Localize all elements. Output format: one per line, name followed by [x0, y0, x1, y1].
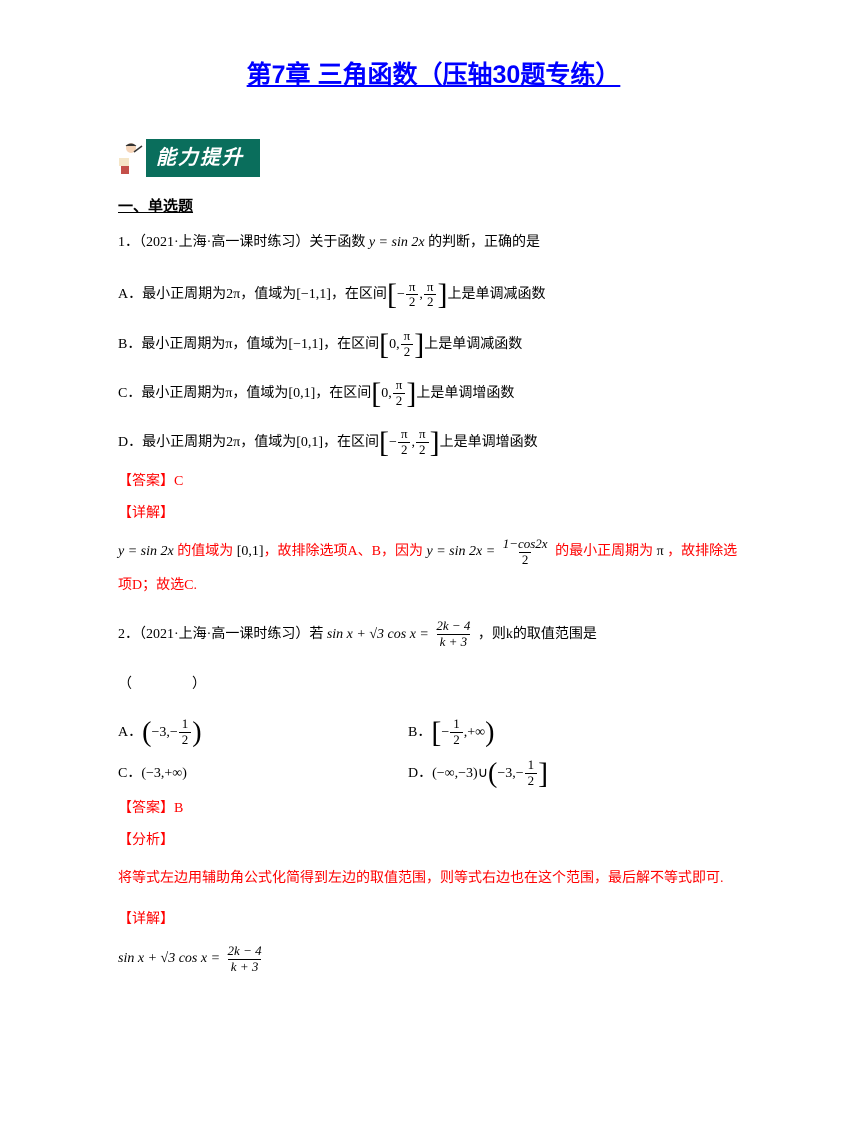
detail-label-1: 【详解】	[118, 504, 749, 524]
option-d: D．最小正周期为 2π ，值域为 [0,1] ，在区间 [ −π2,π2 ] 上…	[118, 423, 749, 462]
answer-1: 【答案】C	[118, 472, 749, 492]
q2-option-a: A． ( −3,−12 )	[118, 717, 408, 748]
analysis-text-2: 将等式左边用辅助角公式化简得到左边的取值范围，则等式右边也在这个范围，最后解不等…	[118, 862, 749, 896]
question-1-stem: 1．（2021·上海·高一课时练习）关于函数 y = sin 2x 的判断，正确…	[118, 225, 749, 261]
person-icon	[118, 138, 146, 178]
formula: y = sin 2x	[369, 235, 428, 250]
section-header: 一、单选题	[118, 196, 749, 217]
question-2-paren: （）	[118, 667, 749, 703]
ability-badge: 能力提升	[118, 138, 260, 178]
q2-option-b: B． [ −12,+∞ )	[408, 717, 494, 748]
analysis-label-2: 【分析】	[118, 831, 749, 851]
q2-option-d: D． (−∞,−3) ∪ ( −3,−12 ]	[408, 758, 548, 789]
option-a: A．最小正周期为 2π ，值域为 [−1,1] ，在区间 [ −π2,π2 ] …	[118, 275, 749, 314]
q2-bottom-formula: sin x + √3 cos x = 2k − 4k + 3	[118, 941, 749, 977]
question-2-stem: 2．（2021·上海·高一课时练习）若 sin x + √3 cos x = 2…	[118, 617, 749, 653]
q2-option-c: C． (−3,+∞)	[118, 758, 408, 789]
badge-label: 能力提升	[146, 139, 260, 177]
option-c: C．最小正周期为 π ，值域为 [0,1] ，在区间 [ 0,π2 ] 上是单调…	[118, 374, 749, 413]
option-b: B．最小正周期为 π ，值域为 [−1,1] ，在区间 [ 0,π2 ] 上是单…	[118, 325, 749, 364]
q2-options-row1: A． ( −3,−12 ) B． [ −12,+∞ )	[118, 717, 749, 748]
detail-label-2: 【详解】	[118, 910, 749, 930]
explanation-1: y = sin 2x 的值域为 [0,1]，故排除选项A、B，因为 y = si…	[118, 535, 749, 602]
page-title: 第7章 三角函数（压轴30题专练）	[118, 58, 749, 93]
answer-2: 【答案】B	[118, 799, 749, 819]
q2-options-row2: C． (−3,+∞) D． (−∞,−3) ∪ ( −3,−12 ]	[118, 758, 749, 789]
